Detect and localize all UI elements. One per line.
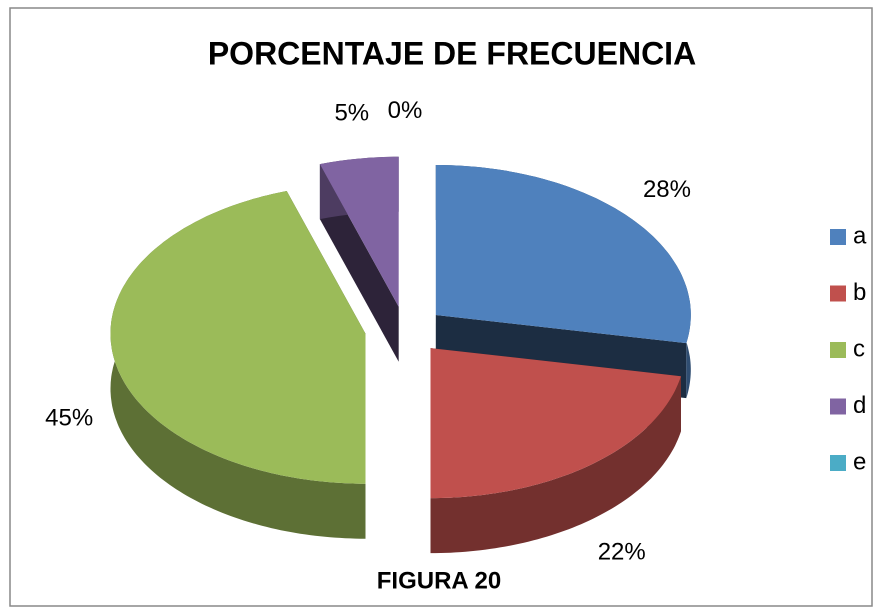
data-label: 45% (45, 405, 93, 432)
legend-label: e (853, 448, 866, 475)
legend-swatch (830, 229, 846, 245)
slice (435, 165, 691, 344)
data-label: 0% (388, 97, 423, 124)
legend-label: b (853, 279, 866, 306)
legend-label: d (853, 392, 866, 419)
slice (430, 348, 681, 499)
data-label: 28% (643, 176, 691, 203)
legend-label: c (853, 335, 865, 362)
slice (430, 348, 681, 554)
legend-swatch (830, 342, 846, 358)
chart-caption: FIGURA 20 (377, 567, 501, 594)
legend-swatch (830, 398, 846, 415)
slice-wall (430, 376, 681, 554)
data-label: 22% (598, 539, 646, 566)
slice (319, 156, 399, 362)
slice (319, 156, 399, 307)
chart-title: PORCENTAJE DE FRECUENCIA (208, 35, 696, 71)
slice (110, 191, 366, 484)
data-label: 5% (334, 100, 369, 127)
legend-label: a (853, 222, 867, 249)
slice (110, 191, 366, 539)
legend-swatch (830, 455, 846, 471)
legend-swatch (830, 285, 846, 302)
